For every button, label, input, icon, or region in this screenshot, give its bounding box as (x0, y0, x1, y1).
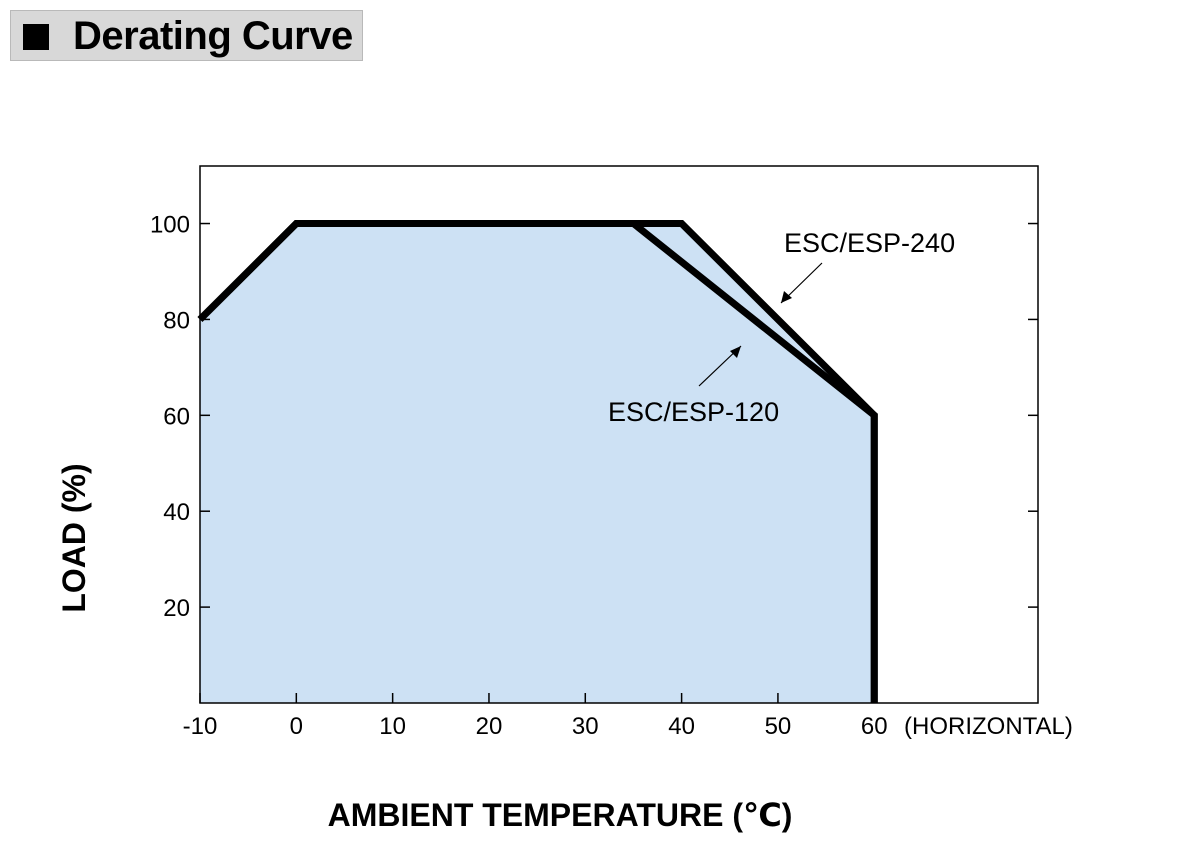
y-tick-label: 60 (163, 403, 190, 430)
x-tick-label: 0 (290, 713, 303, 740)
title-banner: Derating Curve (10, 10, 363, 61)
page-title: Derating Curve (73, 14, 353, 58)
x-tick-label: 10 (379, 713, 406, 740)
y-tick-label: 80 (163, 307, 190, 334)
plot-frame (199, 165, 1039, 704)
derating-area (200, 223, 875, 704)
y-tick-label: 100 (150, 212, 190, 239)
x-axis-title: AMBIENT TEMPERATURE (℃) (328, 797, 793, 833)
x-tick-label: 40 (668, 713, 695, 740)
x-tick-label: 60 (861, 713, 888, 740)
y-axis-title: LOAD (%) (56, 463, 92, 612)
title-square-icon (23, 24, 49, 50)
series-arrowhead-esp-120 (730, 346, 741, 358)
series-arrowhead-esp-240 (781, 291, 792, 303)
x-axis-suffix: (HORIZONTAL) (904, 713, 1073, 740)
series-label-esp-120: ESC/ESP-120 (608, 397, 779, 427)
series-label-esp-240: ESC/ESP-240 (784, 228, 955, 258)
x-tick-label: 30 (572, 713, 599, 740)
y-tick-label: 20 (163, 595, 190, 622)
y-tick-label: 40 (163, 499, 190, 526)
x-tick-label: -10 (183, 713, 218, 740)
x-tick-label: 20 (476, 713, 503, 740)
x-tick-label: 50 (765, 713, 792, 740)
series-line-esp-240 (197, 220, 878, 703)
